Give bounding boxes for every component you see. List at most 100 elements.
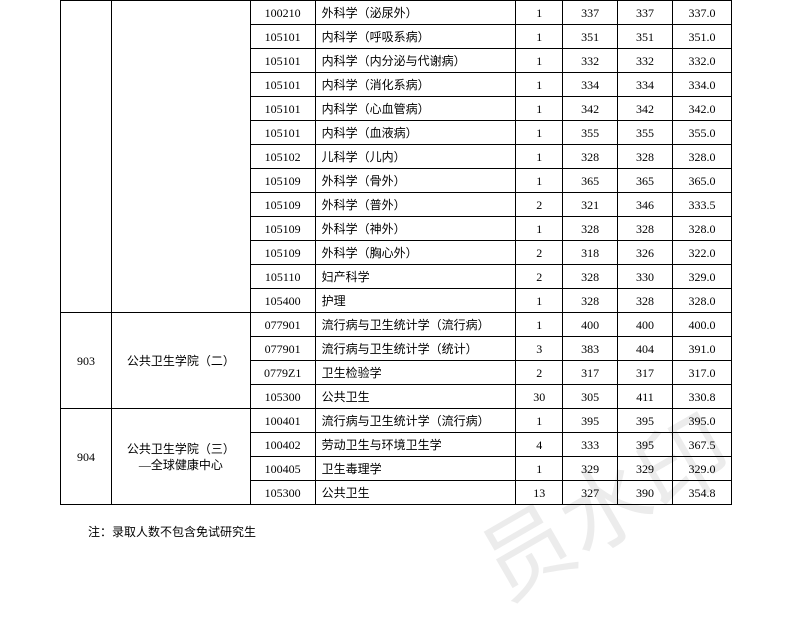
score-min: 333 [563,433,618,457]
count: 2 [516,241,563,265]
score-avg: 332.0 [673,49,732,73]
major-name: 公共卫生 [315,385,516,409]
score-avg: 329.0 [673,457,732,481]
score-min: 328 [563,289,618,313]
score-avg: 351.0 [673,25,732,49]
group-name [111,1,250,313]
count: 1 [516,169,563,193]
score-min: 321 [563,193,618,217]
score-max: 337 [618,1,673,25]
score-avg: 355.0 [673,121,732,145]
major-code: 105101 [250,25,315,49]
count: 2 [516,361,563,385]
major-code: 105109 [250,169,315,193]
score-max: 365 [618,169,673,193]
score-min: 318 [563,241,618,265]
score-min: 305 [563,385,618,409]
major-name: 内科学（心血管病） [315,97,516,121]
major-code: 100401 [250,409,315,433]
score-max: 332 [618,49,673,73]
major-code: 100405 [250,457,315,481]
count: 1 [516,49,563,73]
score-min: 337 [563,1,618,25]
count: 30 [516,385,563,409]
major-name: 卫生毒理学 [315,457,516,481]
major-code: 105300 [250,481,315,505]
major-name: 内科学（呼吸系病） [315,25,516,49]
score-min: 365 [563,169,618,193]
score-avg: 322.0 [673,241,732,265]
group-name: 公共卫生学院（二） [111,313,250,409]
score-max: 395 [618,409,673,433]
major-code: 100402 [250,433,315,457]
major-code: 105109 [250,217,315,241]
score-avg: 328.0 [673,217,732,241]
major-code: 105101 [250,97,315,121]
score-avg: 317.0 [673,361,732,385]
score-avg: 342.0 [673,97,732,121]
major-code: 077901 [250,313,315,337]
score-min: 317 [563,361,618,385]
score-max: 411 [618,385,673,409]
score-avg: 365.0 [673,169,732,193]
score-min: 395 [563,409,618,433]
score-avg: 354.8 [673,481,732,505]
score-max: 328 [618,289,673,313]
group-code: 904 [61,409,112,505]
score-max: 355 [618,121,673,145]
major-code: 105102 [250,145,315,169]
score-avg: 330.8 [673,385,732,409]
major-name: 公共卫生 [315,481,516,505]
major-name: 外科学（神外） [315,217,516,241]
score-avg: 333.5 [673,193,732,217]
score-max: 330 [618,265,673,289]
score-max: 400 [618,313,673,337]
major-code: 105110 [250,265,315,289]
major-code: 105101 [250,121,315,145]
count: 1 [516,73,563,97]
major-name: 流行病与卫生统计学（统计） [315,337,516,361]
score-avg: 400.0 [673,313,732,337]
score-avg: 328.0 [673,289,732,313]
major-code: 105101 [250,49,315,73]
footnote: 注：录取人数不包含免试研究生 [88,523,732,540]
count: 1 [516,97,563,121]
score-avg: 395.0 [673,409,732,433]
score-avg: 328.0 [673,145,732,169]
major-name: 外科学（普外） [315,193,516,217]
count: 1 [516,121,563,145]
score-max: 404 [618,337,673,361]
score-min: 334 [563,73,618,97]
major-code: 105109 [250,241,315,265]
major-name: 儿科学（儿内） [315,145,516,169]
score-min: 328 [563,145,618,169]
major-name: 劳动卫生与环境卫生学 [315,433,516,457]
score-min: 328 [563,265,618,289]
score-avg: 334.0 [673,73,732,97]
count: 1 [516,457,563,481]
major-code: 0779Z1 [250,361,315,385]
major-name: 外科学（泌尿外） [315,1,516,25]
major-name: 外科学（骨外） [315,169,516,193]
score-avg: 367.5 [673,433,732,457]
major-code: 100210 [250,1,315,25]
table-row: 904公共卫生学院（三）—全球健康中心100401流行病与卫生统计学（流行病）1… [61,409,732,433]
major-name: 外科学（胸心外） [315,241,516,265]
score-max: 329 [618,457,673,481]
score-avg: 391.0 [673,337,732,361]
major-code: 105101 [250,73,315,97]
major-code: 105109 [250,193,315,217]
major-name: 妇产科学 [315,265,516,289]
count: 1 [516,313,563,337]
score-min: 351 [563,25,618,49]
count: 1 [516,289,563,313]
count: 1 [516,217,563,241]
score-avg: 337.0 [673,1,732,25]
table-row: 903公共卫生学院（二）077901流行病与卫生统计学（流行病）14004004… [61,313,732,337]
count: 1 [516,145,563,169]
score-max: 351 [618,25,673,49]
score-min: 328 [563,217,618,241]
table-row: 100210外科学（泌尿外）1337337337.0 [61,1,732,25]
admissions-table: 100210外科学（泌尿外）1337337337.0105101内科学（呼吸系病… [60,0,732,505]
score-max: 346 [618,193,673,217]
